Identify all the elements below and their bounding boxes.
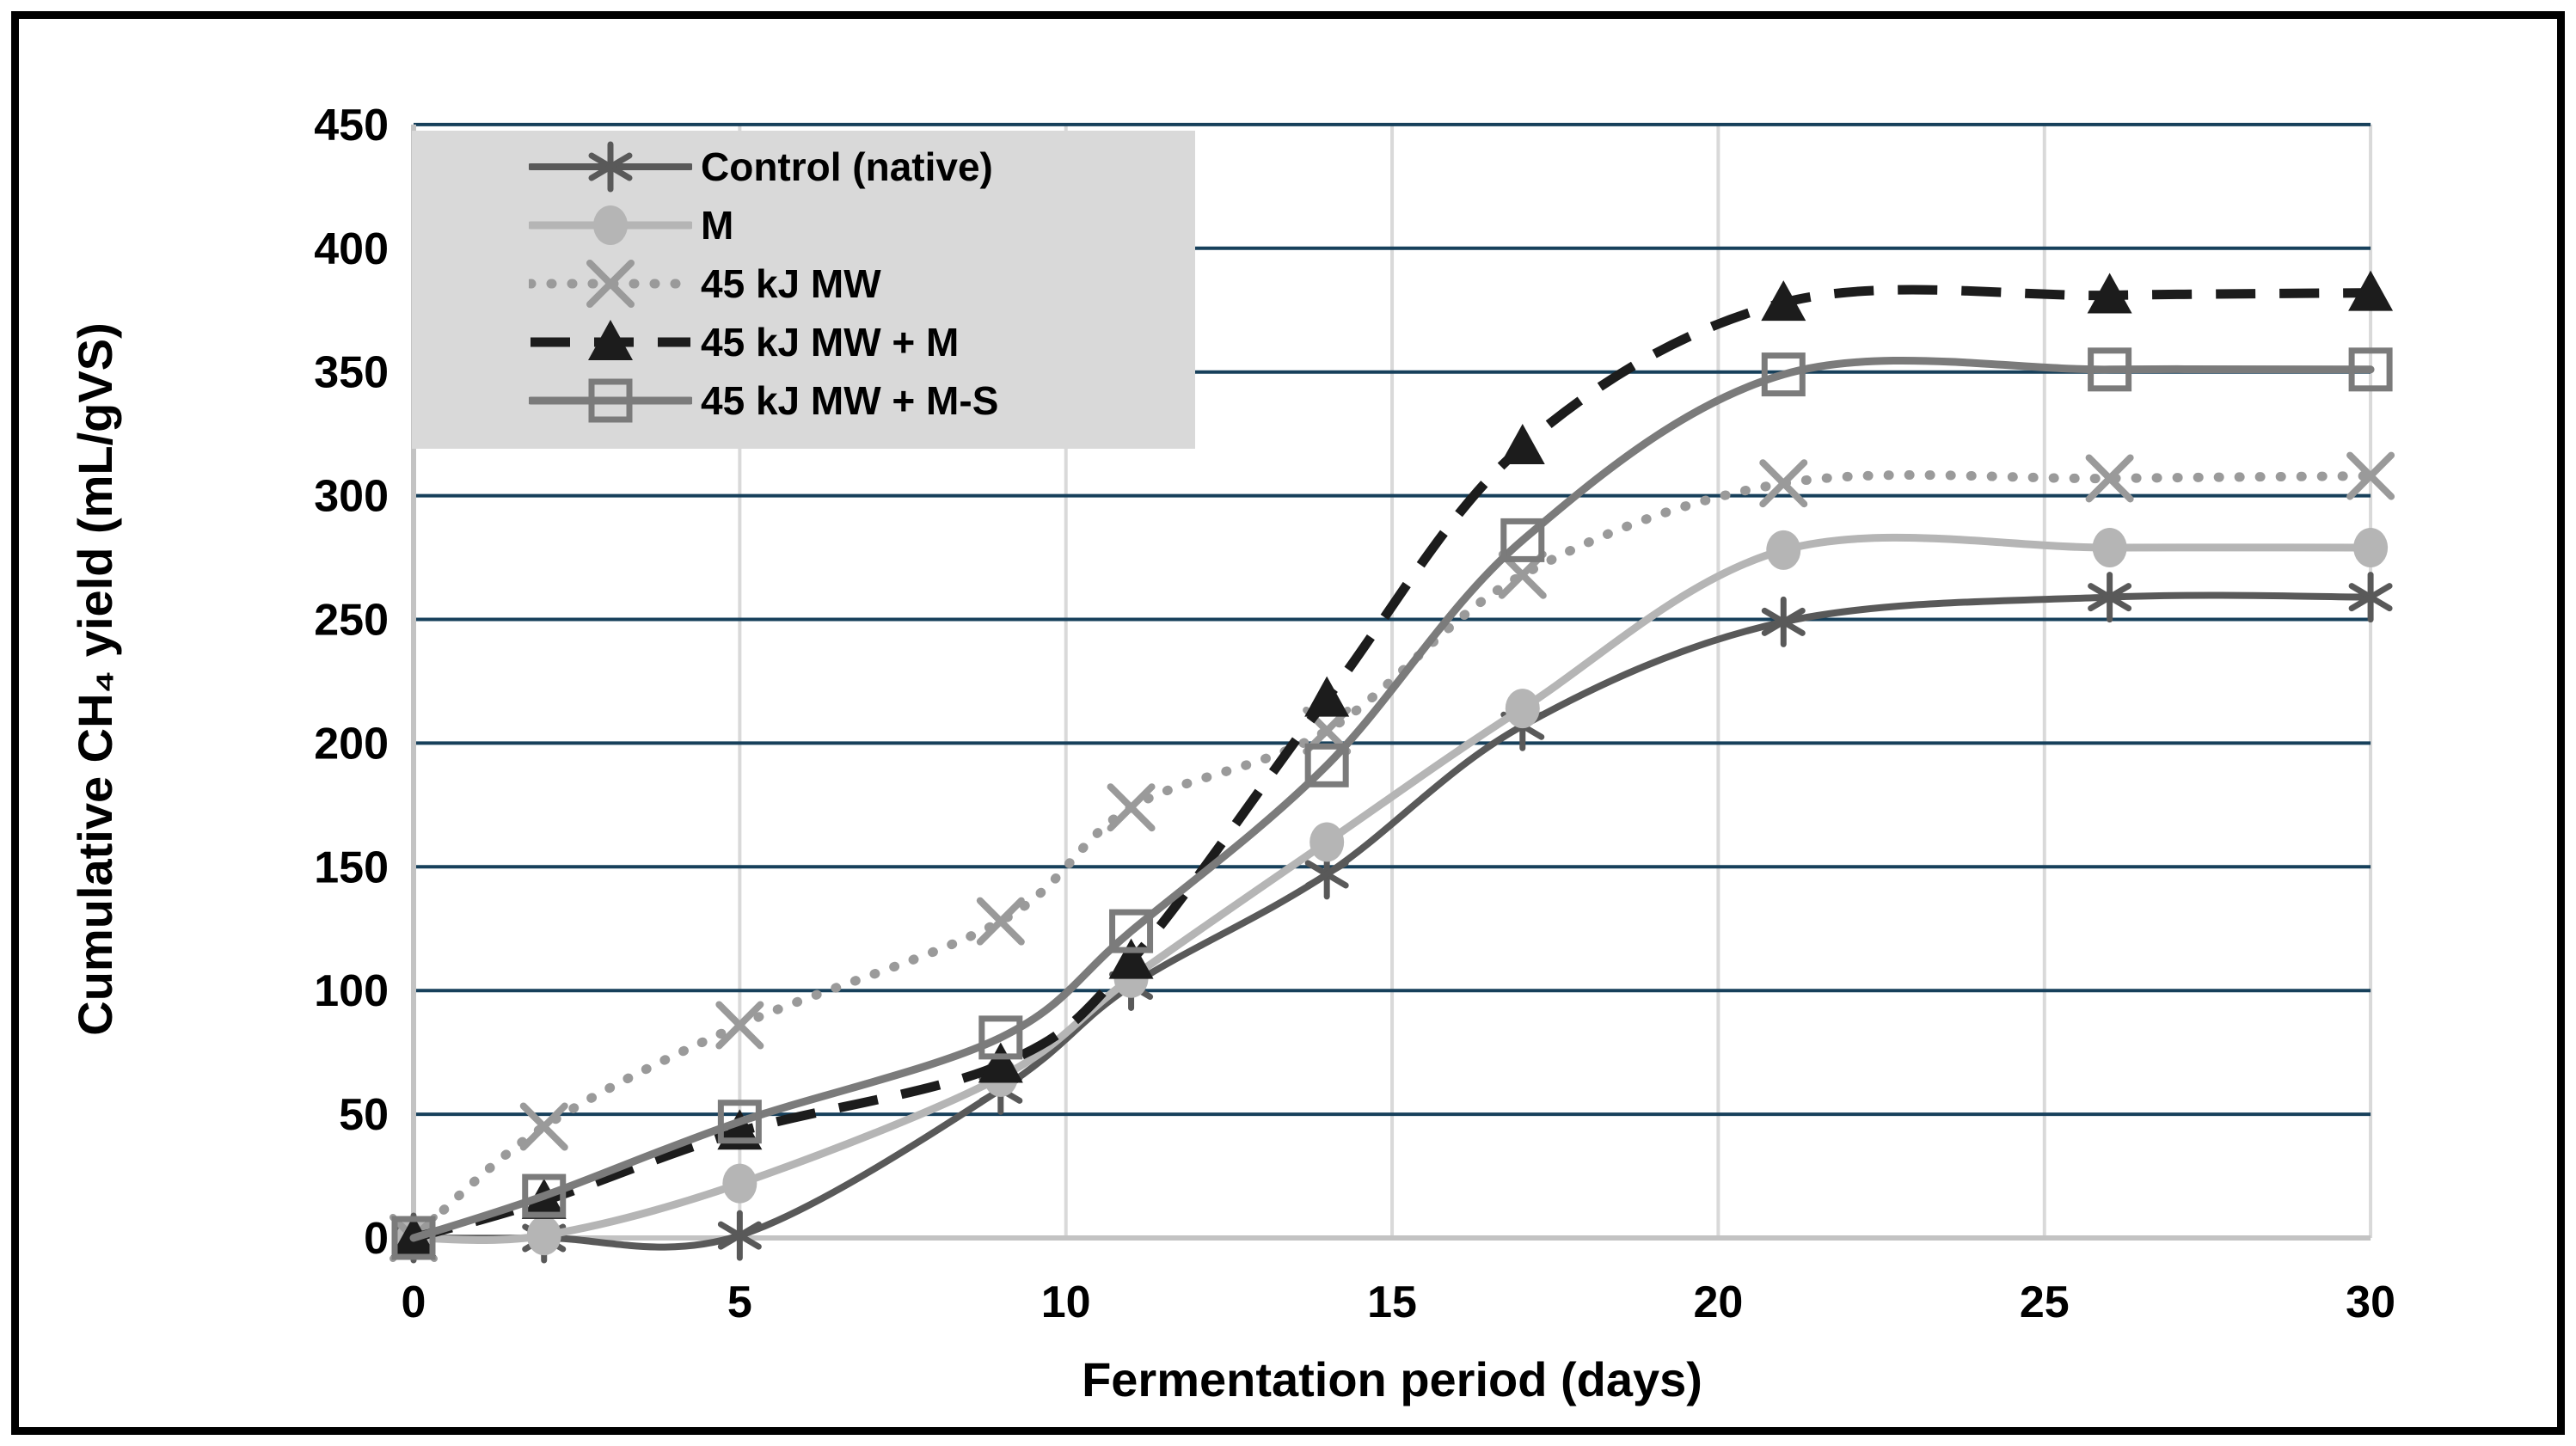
circle-marker [1505, 689, 1540, 729]
triangle-marker [2087, 273, 2132, 314]
square-marker [717, 1100, 762, 1144]
circle-marker [593, 205, 628, 245]
legend-sample-line [529, 260, 692, 308]
x-tick-label: 30 [2346, 1278, 2395, 1327]
x-tick-label: 0 [402, 1278, 426, 1327]
triangle-marker [978, 1042, 1023, 1083]
legend-label: M [701, 203, 734, 248]
triangle-marker [1304, 676, 1350, 717]
square-marker [391, 1216, 436, 1260]
plot-area: 0 50 100 150 200 250 300 350 400 450 0 5 10 15 20 25 30 [314, 101, 2395, 1327]
circle-marker [526, 1216, 561, 1256]
y-tick-label: 200 [314, 719, 389, 769]
series-line-4 [412, 285, 2371, 1243]
circle-marker [2353, 528, 2389, 568]
x-axis-title: Fermentation period (days) [1082, 1352, 1702, 1406]
triangle-marker [1761, 280, 1806, 322]
square-marker [588, 378, 633, 423]
legend-item-2: M [412, 196, 1195, 254]
y-tick-label: 250 [314, 596, 389, 646]
x-marker [2085, 454, 2134, 503]
y-tick-label: 0 [364, 1214, 389, 1264]
x-marker [2346, 451, 2395, 500]
square-marker [1500, 518, 1545, 562]
legend-sample-line [529, 205, 692, 245]
asterisk-marker [1761, 607, 1806, 636]
asterisk-marker [2348, 583, 2393, 612]
x-marker [1759, 459, 1808, 508]
circle-marker [1309, 822, 1345, 862]
square-marker [2348, 347, 2393, 392]
square-marker [978, 1015, 1023, 1060]
legend-label: 45 kJ MW [701, 261, 881, 306]
x-marker [976, 897, 1025, 946]
x-marker [715, 1001, 764, 1050]
legend-item-1: Control (native) [412, 138, 1195, 196]
circle-marker [1766, 530, 1801, 570]
legend-label: 45 kJ MW + M-S [701, 378, 999, 423]
series-line-2 [409, 533, 2375, 1245]
x-tick-label: 5 [727, 1278, 752, 1327]
y-tick-label: 350 [314, 348, 389, 398]
y-axis-title: Cumulative CH₄ yield (mL/gVS) [68, 322, 122, 1035]
legend-label: Control (native) [701, 144, 993, 189]
asterisk-marker [717, 1221, 762, 1250]
x-tick-label: 10 [1041, 1278, 1091, 1327]
legend-sample-line [531, 320, 690, 360]
x-marker [1107, 783, 1156, 832]
x-tick-label: 20 [1693, 1278, 1743, 1327]
y-tick-label: 100 [314, 966, 389, 1016]
legend-item-4: 45 kJ MW + M [412, 313, 1195, 371]
y-tick-label: 300 [314, 472, 389, 522]
circle-marker [722, 1163, 757, 1204]
y-tick-label: 50 [339, 1090, 389, 1140]
x-tick-label: 15 [1367, 1278, 1417, 1327]
legend-sample-line [529, 378, 692, 423]
y-tick-label: 150 [314, 842, 389, 892]
square-marker [1109, 909, 1154, 953]
x-marker [586, 260, 635, 308]
circle-marker [2092, 528, 2127, 568]
triangle-marker [1500, 424, 1545, 465]
x-marker [519, 1102, 568, 1151]
asterisk-marker [588, 152, 633, 181]
legend-sample-line [529, 141, 692, 193]
series-line-1 [410, 591, 2375, 1251]
square-marker [2088, 347, 2132, 392]
legend-label: 45 kJ MW + M [701, 320, 960, 365]
square-marker [1761, 352, 1806, 397]
asterisk-marker [1304, 860, 1349, 889]
x-tick-label: 25 [2020, 1278, 2070, 1327]
legend-item-3: 45 kJ MW [412, 254, 1195, 313]
legend: Control (native) M 45 kJ MW 45 kJ MW + M 45 … [412, 131, 1195, 449]
square-marker [1304, 743, 1349, 787]
y-tick-label: 450 [314, 101, 389, 150]
legend-item-5: 45 kJ MW + M-S [412, 371, 1195, 430]
asterisk-marker [2088, 583, 2132, 612]
triangle-marker [1108, 938, 1154, 979]
square-marker [522, 1173, 567, 1218]
y-tick-label: 400 [314, 224, 389, 274]
triangle-marker [2348, 270, 2394, 311]
triangle-marker [588, 320, 633, 360]
